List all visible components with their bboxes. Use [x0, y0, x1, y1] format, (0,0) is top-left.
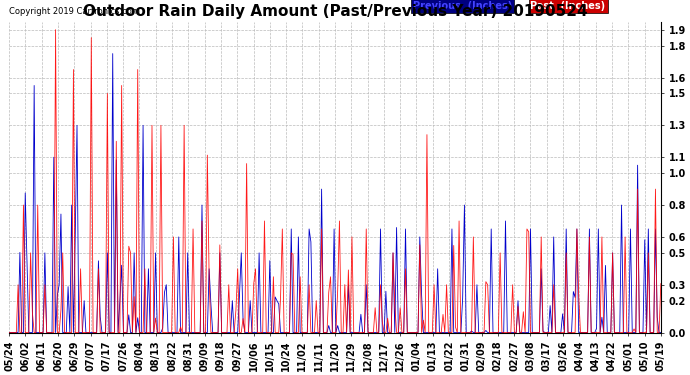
Title: Outdoor Rain Daily Amount (Past/Previous Year) 20190524: Outdoor Rain Daily Amount (Past/Previous… [83, 4, 587, 19]
Text: Copyright 2019 Cartronics.com: Copyright 2019 Cartronics.com [9, 6, 140, 15]
Text: Previous  (Inches): Previous (Inches) [413, 1, 513, 11]
Text: Past  (Inches): Past (Inches) [531, 1, 606, 11]
